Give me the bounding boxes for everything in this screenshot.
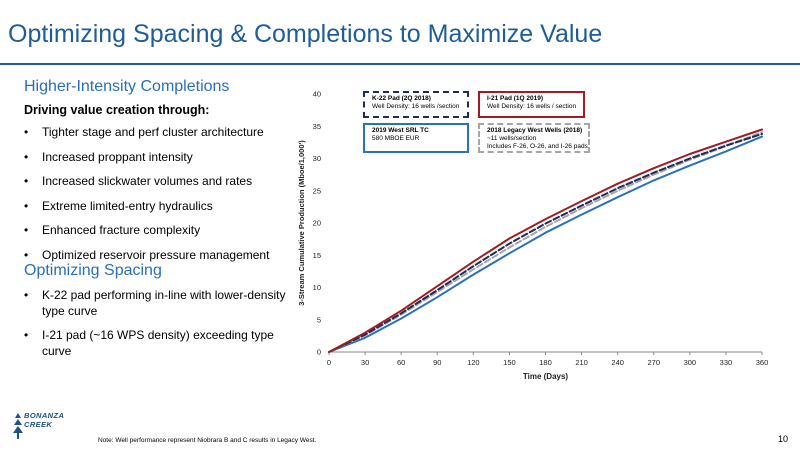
x-tick-label: 300 <box>684 358 697 367</box>
legend-legacy-line: ~11 wells/section <box>487 135 537 142</box>
x-tick-label: 0 <box>327 358 331 367</box>
series-line-legacy <box>328 131 763 353</box>
x-axis-label: Time (Days) <box>523 372 569 381</box>
x-tick-label: 360 <box>756 358 769 367</box>
y-tick-label: 0 <box>317 348 321 357</box>
y-tick-label: 15 <box>313 251 321 260</box>
logo-mark-icon <box>13 413 23 439</box>
series-line-tc <box>328 135 763 353</box>
y-tick-label: 40 <box>313 90 321 99</box>
series-line-i21 <box>328 128 763 353</box>
production-chart: 0 30 60 90 120 150 180 210 240 270 300 330 360 0 5 10 15… <box>290 82 780 387</box>
completions-bullet: Tighter stage and perf cluster architect… <box>24 125 269 150</box>
legend-i21: I-21 Pad (1Q 2019) Well Density: 16 well… <box>478 91 585 118</box>
legend-k22-line: Well Density: 16 wells /section <box>372 103 460 110</box>
y-tick-label: 25 <box>313 186 321 195</box>
logo-text-line: CREEK <box>24 419 53 429</box>
x-tick-label: 120 <box>467 358 480 367</box>
y-tick-label: 5 <box>317 315 321 324</box>
spacing-bullet: I-21 pad (~16 WPS density) exceeding typ… <box>24 327 292 359</box>
legend-legacy: 2018 Legacy West Wells (2018) ~11 wells/… <box>478 123 590 153</box>
legend-tc-title: 2019 West SRL TC <box>372 127 429 134</box>
completions-bullet: Extreme limited-entry hydraulics <box>24 199 269 224</box>
completions-heading: Higher-Intensity Completions <box>24 78 230 95</box>
legend-i21-title: I-21 Pad (1Q 2019) <box>487 95 543 102</box>
x-tick-label: 270 <box>647 358 660 367</box>
x-tick-label: 240 <box>611 358 624 367</box>
spacing-bullet-list: K-22 pad performing in-line with lower-d… <box>24 287 292 367</box>
legend-tc-line: 580 MBOE EUR <box>372 135 420 142</box>
x-tick-label: 180 <box>539 358 552 367</box>
y-axis-label: 3-Stream Cumulative Production (Mboe/1,0… <box>297 140 306 306</box>
legend-legacy-line: Includes F-26, O-26, and I-26 pads <box>487 143 588 150</box>
logo-text-line: BONANZA <box>24 411 65 420</box>
x-tick-label: 90 <box>433 358 441 367</box>
bonanza-creek-logo: BONANZA CREEK <box>12 411 70 440</box>
legend-k22-title: K-22 Pad (2Q 2018) <box>372 95 431 102</box>
completions-bullet: Optimized reservoir pressure management <box>24 248 269 273</box>
slide-title: Optimizing Spacing & Completions to Maxi… <box>8 20 603 48</box>
completions-lead: Driving value creation through: <box>24 103 210 117</box>
y-tick-label: 10 <box>313 283 321 292</box>
legend-tc: 2019 West SRL TC 580 MBOE EUR <box>363 123 469 153</box>
y-tick-label: 20 <box>313 219 321 228</box>
footnote: Note: Well performance represent Niobrar… <box>98 437 317 444</box>
legend-k22: K-22 Pad (2Q 2018) Well Density: 16 well… <box>363 91 469 118</box>
completions-bullet: Increased proppant intensity <box>24 150 269 175</box>
x-tick-label: 60 <box>397 358 405 367</box>
completions-bullet: Enhanced fracture complexity <box>24 223 269 248</box>
x-tick-label: 150 <box>503 358 516 367</box>
x-tick-label: 210 <box>575 358 588 367</box>
spacing-bullet: K-22 pad performing in-line with lower-d… <box>24 287 292 319</box>
x-tick-label: 30 <box>361 358 369 367</box>
y-tick-label: 30 <box>313 154 321 163</box>
completions-bullet-list: Tighter stage and perf cluster architect… <box>24 125 269 273</box>
x-tick-label: 330 <box>720 358 733 367</box>
legend-i21-line: Well Density: 16 wells / section <box>487 103 577 110</box>
series-line-k22 <box>328 133 763 353</box>
page-number: 10 <box>777 434 788 444</box>
y-tick-label: 35 <box>313 122 321 131</box>
spacing-heading: Optimizing Spacing <box>24 262 162 279</box>
title-rule <box>0 63 800 65</box>
legend-legacy-title: 2018 Legacy West Wells (2018) <box>487 127 583 134</box>
completions-bullet: Increased slickwater volumes and rates <box>24 174 269 199</box>
chart-svg: 0 30 60 90 120 150 180 210 240 270 300 330 360 0 5 10 15… <box>297 90 769 382</box>
